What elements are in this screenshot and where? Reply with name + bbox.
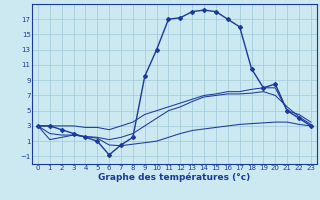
X-axis label: Graphe des températures (°c): Graphe des températures (°c) <box>98 173 251 182</box>
